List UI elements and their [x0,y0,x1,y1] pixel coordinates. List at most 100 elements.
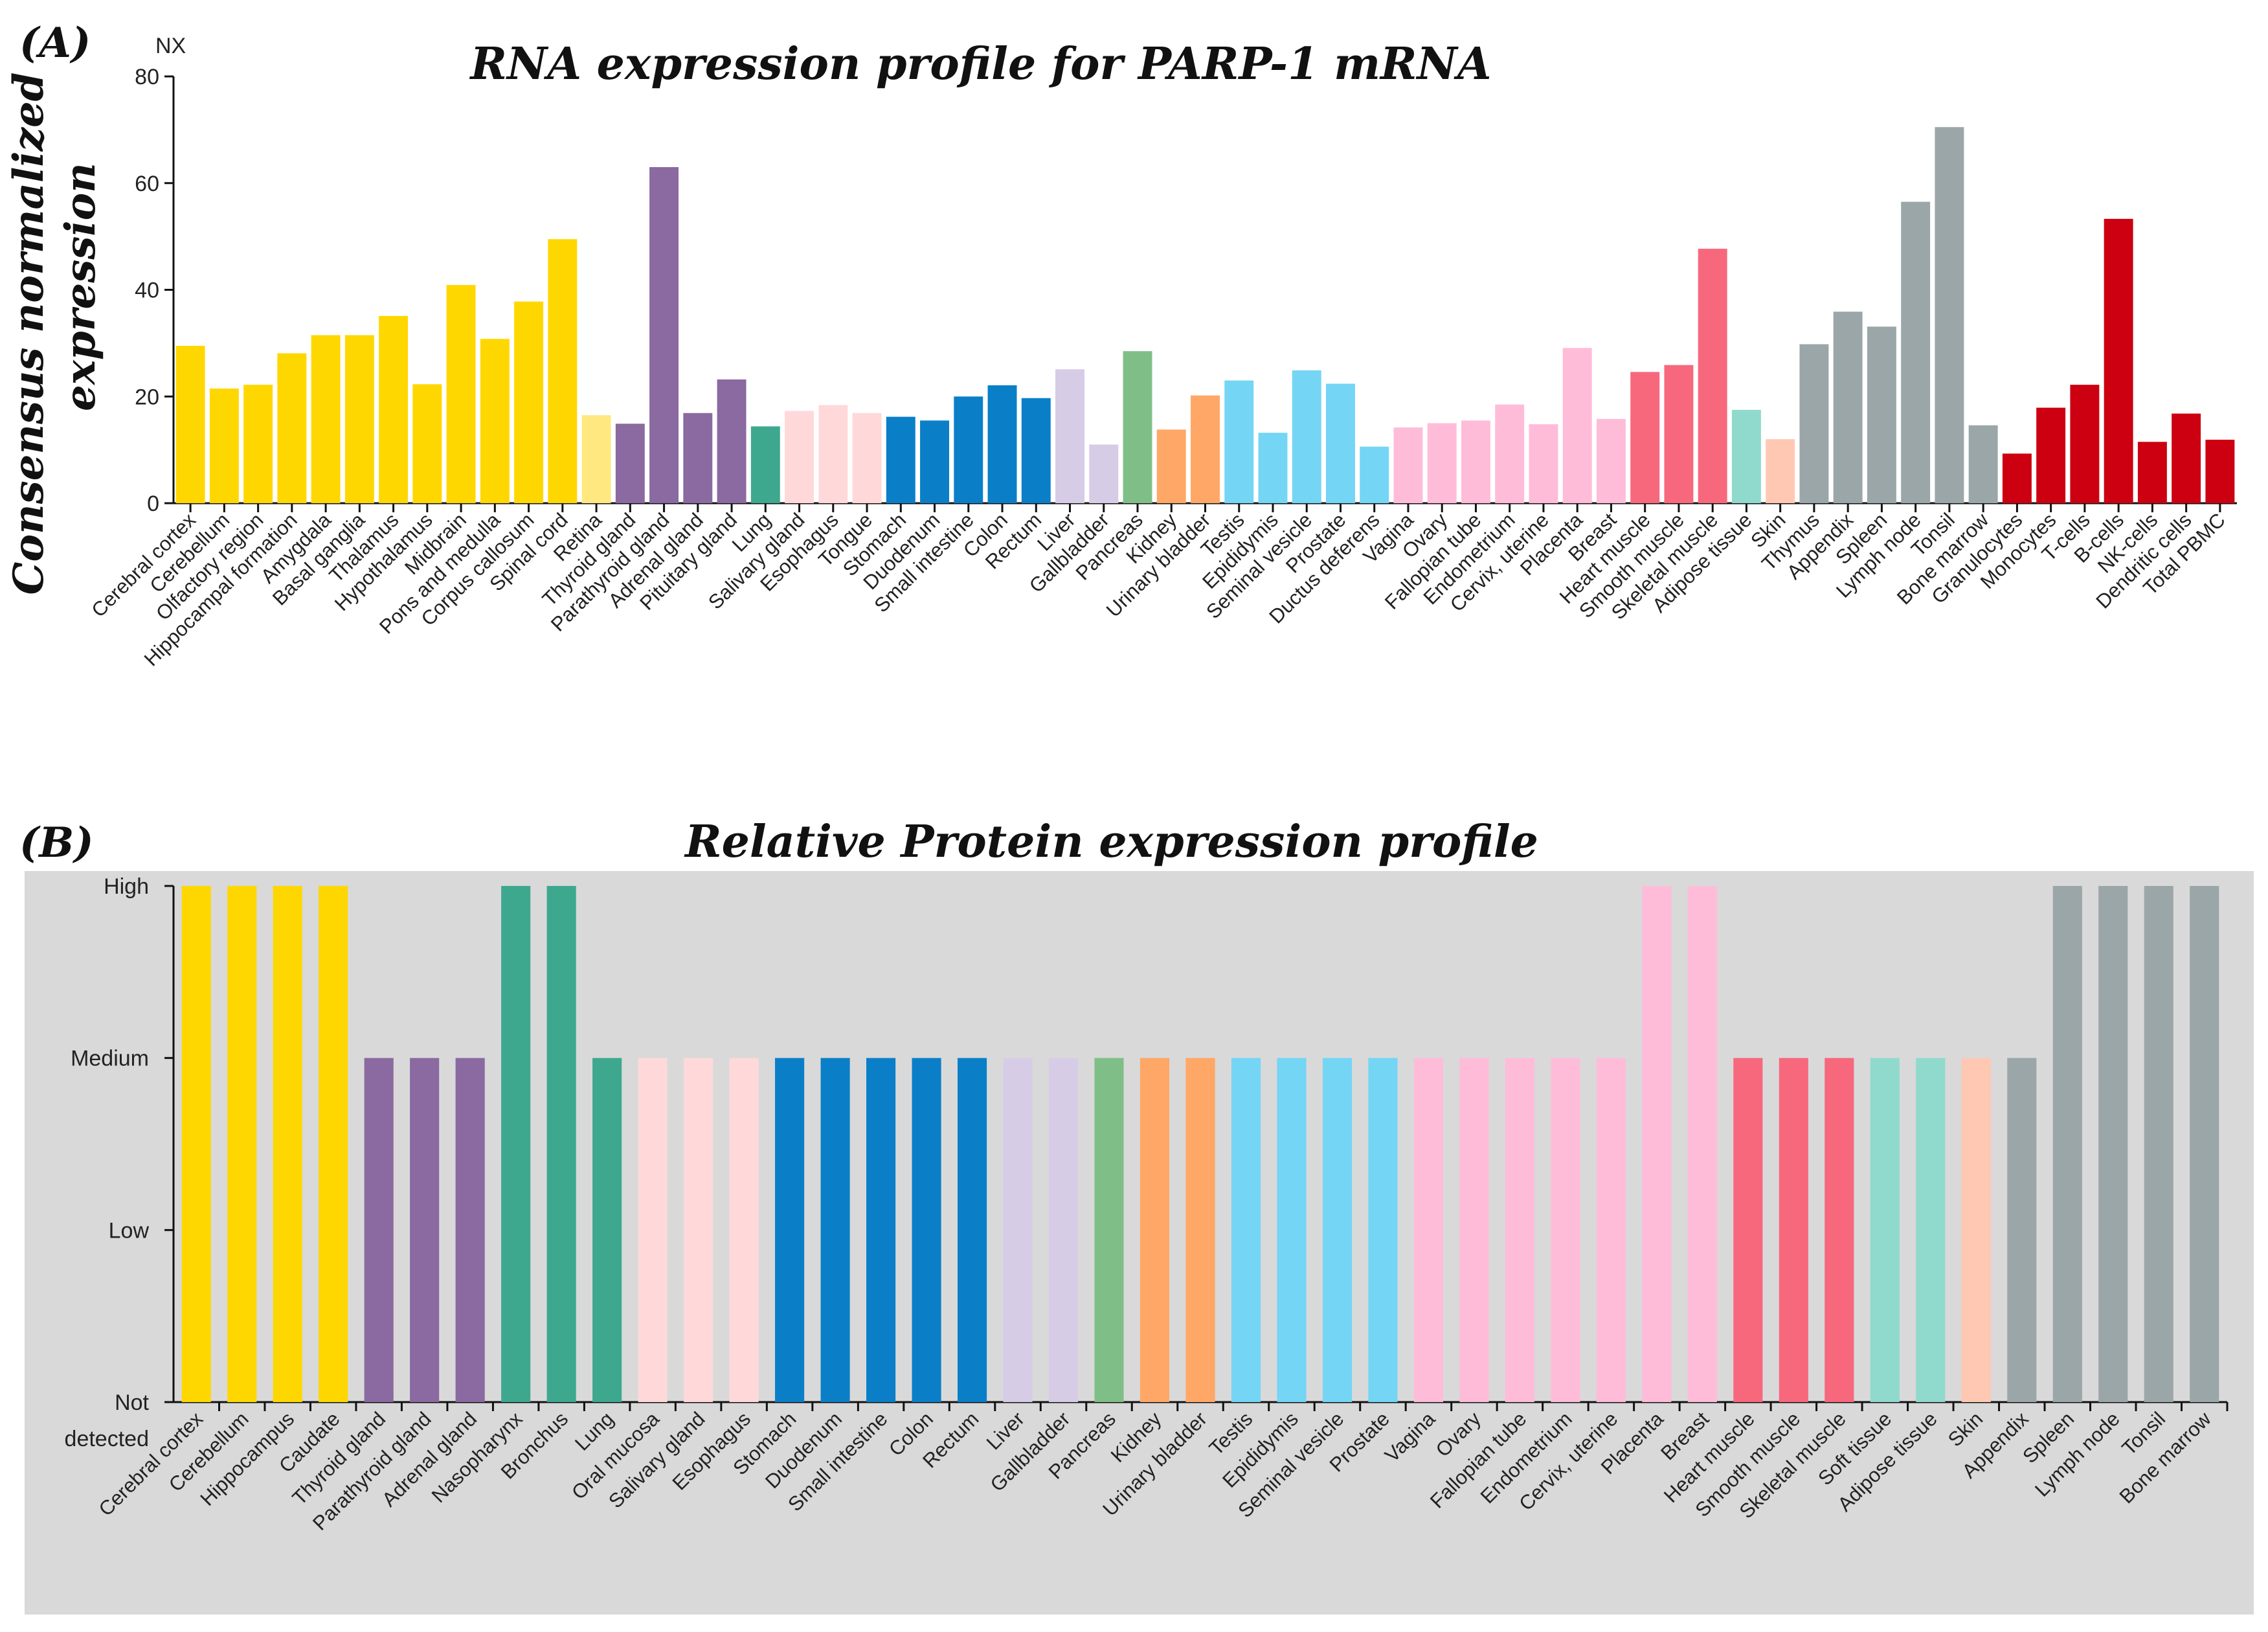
panel-a-bar [1664,365,1694,503]
panel-a-bar [2036,407,2066,503]
panel-a-bar [1698,249,1727,503]
panel-a-bar [514,301,544,503]
panel-a-y-tick-label: 0 [147,492,159,516]
panel-b-bar [227,886,257,1402]
panel-a-bar [1123,351,1152,503]
panel-b-bar [775,1058,805,1402]
panel-a-bar [1089,444,1119,503]
panel-b-y-tick-label: High [104,874,149,899]
panel-a-bar [548,239,578,503]
panel-a-bar [1901,201,1931,503]
panel-a-bar [987,385,1017,503]
panel-a-bar [1731,409,1761,503]
panel-b-y-tick-label: Low [109,1218,150,1243]
panel-b-y-tick-label: detected [65,1427,149,1451]
panel-a-bar [1495,404,1525,503]
panel-b-bar [1003,1058,1033,1402]
panel-a-unit-label: NX [155,34,186,58]
panel-b-bar [957,1058,987,1402]
panel-a-bar [1393,427,1423,503]
panel-a-bar [1427,423,1457,503]
panel-a-bar [2104,218,2133,503]
panel-a-bar [1021,398,1051,503]
panel-a-y-tick-label: 20 [135,385,159,409]
panel-a-y-tick-label: 80 [135,65,159,89]
panel-a-bar [581,415,611,503]
panel-a-bar [2137,442,2167,503]
panel-a-bar [480,339,510,503]
panel-a-bar [2205,439,2235,503]
panel-a-bar [2002,453,2032,503]
panel-a-bar [1224,380,1254,503]
panel-a-bar [277,353,307,503]
panel-a-bar [1968,425,1998,503]
panel-a-bar [379,315,409,503]
panel-a-bar [852,413,882,503]
panel-a-bar [175,345,205,503]
panel-a-bar [446,285,476,503]
panel-a-bar [1156,429,1186,503]
panel-b-bar [1916,1058,1946,1402]
panel-b-bar [1596,1058,1626,1402]
panel-b-y-tick-label: Not [115,1390,149,1415]
panel-b-bar [1094,1058,1124,1402]
panel-b-bar [684,1058,713,1402]
panel-a-bar [2172,413,2201,503]
panel-b-bar [1231,1058,1261,1402]
panel-b-bar [1505,1058,1534,1402]
panel-b-bar [546,886,576,1402]
panel-b-bar [1277,1058,1307,1402]
panel-b-bar [2144,886,2173,1402]
panel-a-bar [2070,385,2100,503]
panel-b-bar [2098,886,2128,1402]
panel-b-bar [319,886,348,1402]
panel-a-bar [1562,348,1592,503]
panel-b-bar [1551,1058,1580,1402]
panel-b-bar [2007,1058,2037,1402]
panel-a-bar [649,167,679,504]
panel-a-bar [1799,344,1829,503]
panel-a-bar [1191,395,1220,503]
panel-a-y-tick-label: 60 [135,172,159,196]
panel-a-bar [1596,418,1626,503]
panel-b-bar [364,1058,394,1402]
panel-a-bar [1326,383,1355,503]
panel-a-bar [1258,433,1288,503]
panel-b-bar [1459,1058,1489,1402]
panel-a-bar [209,388,239,503]
panel-a-bar [1867,326,1896,503]
panel-b-label: (B) [19,819,94,867]
panel-b-y-tick-label: Medium [71,1047,149,1071]
panel-b-bar [1733,1058,1763,1402]
panel-a-bar [717,379,747,503]
panel-a-bar [954,396,983,503]
panel-a-bar [1630,372,1660,503]
panel-b-bar [729,1058,759,1402]
panel-a-bar [750,426,780,503]
panel-a-bar [1292,370,1321,503]
panel-a-bar [1935,127,1964,504]
panel-a-bar [1461,420,1490,503]
panel-b-bar [866,1058,896,1402]
panel-b-bar [410,1058,440,1402]
panel-b-bar [1825,1058,1854,1402]
panel-a-bar [412,384,442,503]
panel-b-bar [912,1058,941,1402]
panel-a-title: RNA expression profile for PARP-1 mRNA [469,38,1492,90]
panel-a-bar [1529,424,1558,503]
panel-b-bar [2052,886,2082,1402]
panel-a-ylabel-line2: expression [56,163,105,411]
panel-b-bar [1048,1058,1079,1402]
panel-a-bar [1833,312,1863,503]
panel-b-title: Relative Protein expression profile [684,816,1538,868]
panel-b-bar [1961,1058,1991,1402]
panel-b-bar [592,1058,622,1402]
panel-a-bar [243,385,273,503]
panel-a-bar [1360,446,1389,503]
panel-b-bar [1413,1058,1444,1402]
panel-a-bar [344,335,374,503]
panel-a-bar [785,411,814,503]
panel-b-bar [1322,1058,1353,1402]
